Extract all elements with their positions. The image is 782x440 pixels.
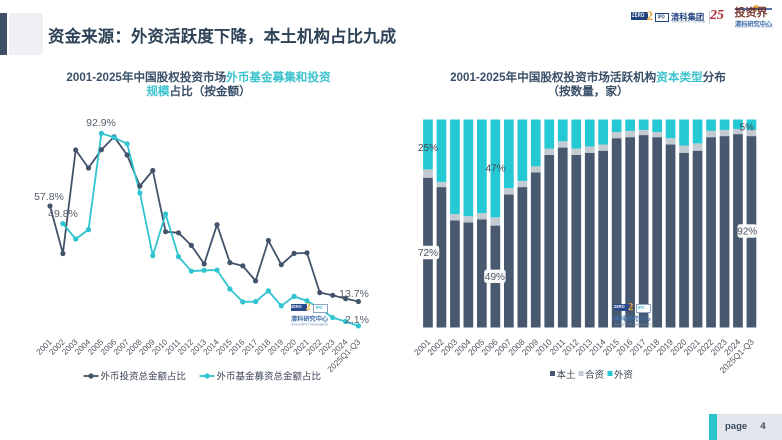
svg-text:外币基金募资总金额占比: 外币基金募资总金额占比 [217, 371, 322, 383]
svg-text:25%: 25% [418, 143, 438, 154]
svg-text:47%: 47% [486, 164, 506, 175]
svg-text:92%: 92% [737, 227, 757, 238]
svg-text:72%: 72% [418, 248, 438, 259]
svg-text:5%: 5% [740, 122, 755, 133]
svg-text:49%: 49% [485, 272, 505, 283]
svg-text:外币投资总金额占比: 外币投资总金额占比 [101, 371, 187, 383]
svg-text:13.7%: 13.7% [339, 288, 369, 300]
svg-text:92.9%: 92.9% [86, 117, 116, 129]
svg-text:57.8%: 57.8% [34, 191, 64, 203]
svg-text:合资: 合资 [585, 369, 605, 381]
svg-text:49.8%: 49.8% [48, 208, 78, 220]
svg-text:2.1%: 2.1% [345, 314, 369, 326]
svg-text:本土: 本土 [557, 369, 577, 381]
svg-text:外资: 外资 [614, 369, 634, 381]
